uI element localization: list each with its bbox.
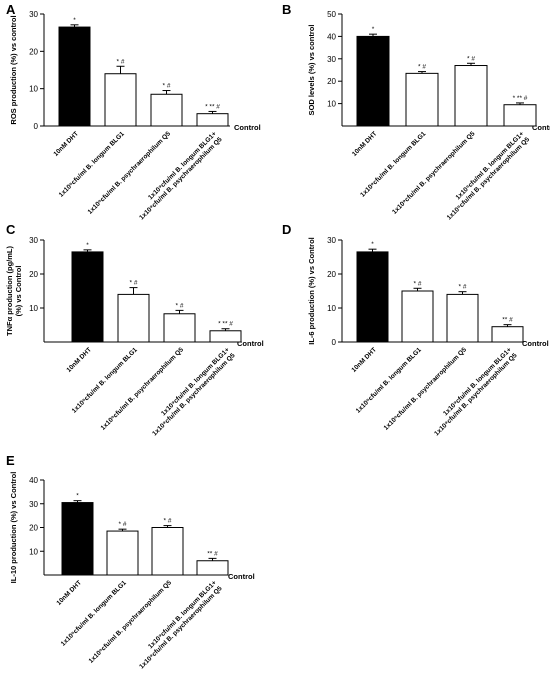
- panel-e-bar: [106, 530, 139, 576]
- panel-a-bar: [196, 113, 229, 127]
- panel-d-y-tick-label: 30: [327, 236, 336, 245]
- panel-e-y-tick-label: 10: [29, 547, 38, 556]
- panel-a-letter: A: [6, 2, 16, 17]
- panel-e-bar: [151, 527, 184, 576]
- panel-c-significance-label: * #: [130, 280, 138, 287]
- panel-d: D Control 0 10 20 30 IL-6 production (%) vs Co…: [282, 222, 549, 437]
- panel-b-significance-label: * ** #: [513, 95, 528, 102]
- panel-d-significance-label: * #: [414, 280, 422, 287]
- panel-d-control-label: Control: [522, 339, 549, 348]
- panel-a-bar: [104, 73, 137, 127]
- panel-e-control-label: Control: [228, 572, 255, 581]
- panel-e-category-label: 1x10⁹cfu/ml B. longum BLG1+1x10⁹cfu/ml B…: [133, 579, 224, 670]
- panel-d-bar: [446, 293, 479, 343]
- panel-a-y-tick-label: 0: [34, 122, 39, 131]
- panel-a-significance-label: * #: [163, 83, 171, 90]
- panel-a-category-label: 1x10⁹cfu/ml B. longum BLG1+1x10⁹cfu/ml B…: [133, 130, 224, 221]
- panel-a-control-label: Control: [234, 123, 261, 132]
- panel-c-category-label: 10nM DHT: [65, 346, 92, 373]
- panel-c-bar: [117, 293, 150, 343]
- panel-a-y-tick-label: 30: [29, 10, 38, 19]
- panel-b-y-tick-label: 10: [327, 100, 336, 109]
- panel-a-significance-label: * #: [117, 58, 125, 65]
- panel-a-y-axis-label: ROS production (%) vs control: [9, 15, 18, 124]
- panel-a: A Control 0 10 20 30 ROS production (%) vs con…: [6, 2, 261, 221]
- panel-e-y-tick-label: 40: [29, 476, 38, 485]
- panel-d-bar: [491, 326, 524, 343]
- panel-b-significance-label: * #: [418, 64, 426, 71]
- panel-b-y-tick-label: 40: [327, 32, 336, 41]
- panel-e-significance-label: * #: [119, 521, 127, 528]
- panel-e-significance-label: *: [76, 493, 79, 500]
- panel-a-y-tick-label: 20: [29, 47, 38, 56]
- panel-e-significance-label: ** #: [207, 550, 218, 557]
- panel-d-significance-label: ** #: [502, 317, 513, 324]
- panel-e-y-tick-label: 30: [29, 500, 38, 509]
- panel-b-y-axis-label: SOD levels (%) vs control: [307, 25, 316, 116]
- panel-c-control-label: Control: [237, 339, 264, 348]
- panel-b-y-tick-label: 30: [327, 55, 336, 64]
- panel-b-category-label: 10nM DHT: [351, 130, 378, 157]
- panel-c-significance-label: * #: [176, 302, 184, 309]
- panel-c-bar: [209, 330, 242, 343]
- panel-b-category-label: 1x10⁹cfu/ml B. longum BLG1+1x10⁹cfu/ml B…: [440, 130, 531, 221]
- panel-a-y-tick-label: 10: [29, 85, 38, 94]
- panel-b-significance-label: *: [372, 26, 375, 33]
- panel-b-bar: [454, 65, 488, 127]
- panel-b-letter: B: [282, 2, 291, 17]
- panel-b-control-label: Control: [532, 123, 550, 132]
- panel-a-bar: [58, 26, 91, 127]
- panel-c-letter: C: [6, 222, 16, 237]
- panel-b-y-tick-label: 50: [327, 10, 336, 19]
- panel-d-y-tick-label: 0: [332, 338, 337, 347]
- panel-c-category-label: 1x10⁹cfu/ml B. longum BLG1+1x10⁹cfu/ml B…: [146, 346, 237, 437]
- panel-e-y-axis-label: IL-10 production (%) vs Control: [9, 472, 18, 584]
- panel-b-bar: [356, 35, 390, 127]
- panel-e-bar: [196, 560, 229, 576]
- panel-e-category-label: 10nM DHT: [55, 579, 82, 606]
- panel-e: E Control 10 20 30 40 IL-10 production (%) vs …: [6, 453, 255, 670]
- panel-c: C Control 10 20 30 TNFα production (pg/mL)(%)…: [5, 222, 264, 437]
- panel-d-y-axis-label: IL-6 production (%) vs Control: [307, 237, 316, 345]
- panel-c-significance-label: *: [86, 242, 89, 249]
- panel-a-significance-label: * ** #: [205, 103, 220, 110]
- panel-e-bar: [61, 502, 94, 576]
- panel-d-y-tick-label: 20: [327, 270, 336, 279]
- panel-e-significance-label: * #: [164, 518, 172, 525]
- panel-c-y-tick-label: 30: [29, 236, 38, 245]
- panel-c-y-axis-label: TNFα production (pg/mL)(%) vs Control: [5, 245, 23, 336]
- panel-d-significance-label: * #: [459, 284, 467, 291]
- panel-b-y-tick-label: 20: [327, 77, 336, 86]
- panel-c-significance-label: * ** #: [218, 321, 233, 328]
- panel-d-category-label: 1x10⁹cfu/ml B. longum BLG1+1x10⁹cfu/ml B…: [428, 346, 519, 437]
- panel-d-bar: [356, 251, 389, 343]
- panel-e-y-tick-label: 20: [29, 524, 38, 533]
- panel-d-letter: D: [282, 222, 291, 237]
- panel-d-y-tick-label: 10: [327, 304, 336, 313]
- panel-e-letter: E: [6, 453, 15, 468]
- panel-d-bar: [401, 290, 434, 343]
- panel-a-significance-label: *: [73, 17, 76, 24]
- panel-b-bar: [503, 104, 537, 127]
- panel-b-bar: [405, 72, 439, 127]
- panel-b: B Control 10 20 30 40 50 SOD levels (%) vs cont…: [282, 2, 550, 221]
- panel-a-category-label: 10nM DHT: [52, 130, 79, 157]
- panel-c-y-tick-label: 10: [29, 304, 38, 313]
- panel-d-significance-label: *: [371, 241, 374, 248]
- panel-d-category-label: 10nM DHT: [350, 346, 377, 373]
- panel-c-y-tick-label: 20: [29, 270, 38, 279]
- panel-a-bar: [150, 93, 183, 127]
- panel-b-significance-label: * #: [467, 55, 475, 62]
- panel-c-bar: [163, 313, 196, 343]
- panel-c-bar: [71, 251, 104, 343]
